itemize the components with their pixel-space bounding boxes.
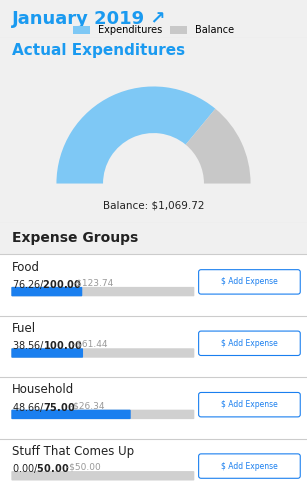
FancyBboxPatch shape	[11, 410, 194, 419]
Text: -$123.74: -$123.74	[70, 278, 114, 287]
Legend: Expenditures, Balance: Expenditures, Balance	[69, 21, 238, 39]
FancyBboxPatch shape	[11, 471, 194, 480]
Text: $76.26 / $200.00: $76.26 / $200.00	[12, 278, 82, 291]
FancyBboxPatch shape	[0, 377, 307, 438]
Text: $ Add Expense: $ Add Expense	[221, 462, 278, 470]
FancyBboxPatch shape	[199, 270, 300, 294]
Text: -$26.34: -$26.34	[67, 401, 104, 410]
Text: Actual Expenditures: Actual Expenditures	[12, 43, 185, 58]
FancyBboxPatch shape	[0, 222, 307, 254]
FancyBboxPatch shape	[0, 316, 307, 377]
Text: $ Add Expense: $ Add Expense	[221, 339, 278, 348]
FancyBboxPatch shape	[0, 254, 307, 316]
FancyBboxPatch shape	[199, 392, 300, 417]
Text: Balance: $1,069.72: Balance: $1,069.72	[103, 201, 204, 211]
FancyBboxPatch shape	[11, 287, 194, 296]
FancyBboxPatch shape	[11, 348, 83, 358]
Text: -$50.00: -$50.00	[63, 462, 101, 471]
FancyBboxPatch shape	[0, 438, 307, 500]
Text: $ Add Expense: $ Add Expense	[221, 278, 278, 286]
FancyBboxPatch shape	[11, 348, 194, 358]
Text: -$61.44: -$61.44	[70, 340, 108, 348]
FancyBboxPatch shape	[11, 287, 82, 296]
Text: $48.66 / $75.00: $48.66 / $75.00	[12, 401, 76, 414]
Text: $ Add Expense: $ Add Expense	[221, 400, 278, 409]
Text: Household: Household	[12, 384, 75, 396]
FancyBboxPatch shape	[11, 410, 131, 419]
Text: Stuff That Comes Up: Stuff That Comes Up	[12, 444, 134, 458]
Text: Fuel: Fuel	[12, 322, 37, 335]
Wedge shape	[186, 108, 251, 184]
Text: $38.56 / $100.00: $38.56 / $100.00	[12, 340, 83, 352]
FancyBboxPatch shape	[199, 331, 300, 355]
Text: Expense Groups: Expense Groups	[12, 232, 138, 245]
Wedge shape	[56, 86, 216, 184]
FancyBboxPatch shape	[199, 454, 300, 478]
Text: January 2019 ↗: January 2019 ↗	[12, 10, 167, 28]
Text: $0.00 / $50.00: $0.00 / $50.00	[12, 462, 70, 475]
Text: Food: Food	[12, 260, 40, 274]
